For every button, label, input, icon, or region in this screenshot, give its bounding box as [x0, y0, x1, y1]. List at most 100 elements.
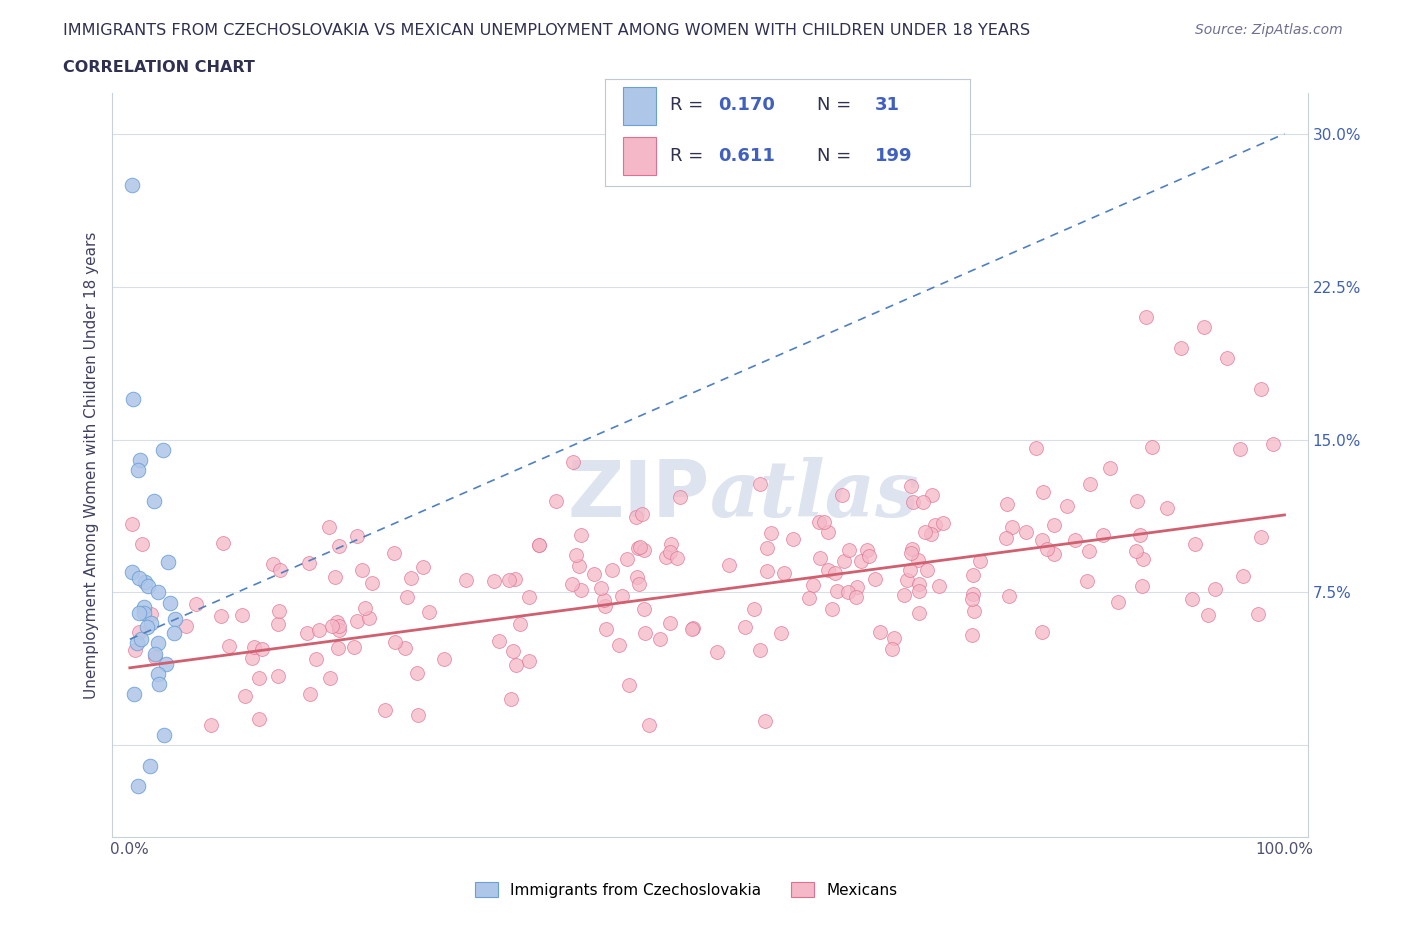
Point: [565, 548, 588, 563]
Point: [399, 570, 422, 585]
Point: [658, 616, 681, 631]
Point: [484, 573, 506, 588]
Point: [995, 531, 1018, 546]
Point: [529, 538, 551, 552]
Legend: Immigrants from Czechoslovakia, Mexicans: Immigrants from Czechoslovakia, Mexicans: [468, 875, 904, 904]
Point: [962, 568, 984, 583]
Point: [1126, 493, 1149, 508]
Text: R =: R =: [671, 96, 710, 114]
Point: [128, 605, 150, 620]
Point: [921, 487, 943, 502]
Text: ZIP: ZIP: [568, 457, 710, 533]
Point: [748, 643, 770, 658]
Point: [527, 538, 550, 552]
Point: [960, 591, 983, 606]
Point: [1031, 624, 1053, 639]
Point: [157, 554, 180, 569]
Point: [627, 577, 650, 591]
Point: [1036, 542, 1059, 557]
Point: [907, 605, 929, 620]
Point: [960, 627, 983, 642]
Point: [247, 671, 270, 685]
Point: [267, 617, 290, 631]
Point: [583, 566, 606, 581]
Point: [849, 553, 872, 568]
Point: [863, 572, 886, 587]
Point: [318, 520, 340, 535]
Point: [706, 644, 728, 659]
Point: [607, 637, 630, 652]
Point: [544, 494, 567, 509]
Point: [328, 622, 350, 637]
Point: [121, 565, 143, 579]
Point: [901, 495, 924, 510]
Point: [908, 577, 931, 591]
Point: [669, 489, 692, 504]
Point: [321, 618, 343, 633]
Point: [127, 636, 149, 651]
Point: [616, 551, 638, 566]
Point: [1135, 310, 1157, 325]
Point: [1107, 594, 1129, 609]
Point: [412, 560, 434, 575]
Point: [233, 688, 256, 703]
Point: [361, 575, 384, 590]
Point: [394, 641, 416, 656]
Point: [174, 618, 197, 633]
Text: N =: N =: [817, 147, 856, 165]
Point: [628, 540, 651, 555]
Point: [146, 585, 169, 600]
Point: [141, 616, 163, 631]
Point: [382, 546, 405, 561]
Point: [143, 650, 166, 665]
Point: [396, 590, 419, 604]
Point: [454, 573, 477, 588]
Point: [561, 454, 583, 469]
Point: [231, 607, 253, 622]
Point: [262, 557, 284, 572]
Point: [121, 516, 143, 531]
Point: [242, 651, 264, 666]
Point: [838, 542, 860, 557]
Point: [211, 608, 233, 623]
Point: [346, 528, 368, 543]
Text: CORRELATION CHART: CORRELATION CHART: [63, 60, 254, 75]
Point: [561, 577, 583, 591]
Point: [128, 571, 150, 586]
Text: 31: 31: [875, 96, 900, 114]
Point: [517, 653, 540, 668]
Point: [139, 758, 162, 773]
Point: [898, 563, 921, 578]
Point: [136, 619, 159, 634]
Point: [998, 589, 1021, 604]
Point: [1130, 579, 1153, 594]
Point: [1043, 518, 1066, 533]
Point: [505, 571, 527, 586]
Point: [924, 518, 946, 533]
Point: [568, 559, 591, 574]
Point: [211, 536, 233, 551]
Point: [326, 615, 349, 630]
Point: [1132, 551, 1154, 566]
Point: [633, 602, 655, 617]
Point: [883, 631, 905, 645]
Point: [908, 583, 931, 598]
Point: [519, 590, 541, 604]
Point: [163, 611, 186, 626]
Text: R =: R =: [671, 147, 716, 165]
Point: [267, 604, 290, 618]
Point: [136, 578, 159, 593]
Point: [900, 546, 922, 561]
Text: Source: ZipAtlas.com: Source: ZipAtlas.com: [1195, 23, 1343, 37]
Point: [808, 514, 831, 529]
Point: [1129, 527, 1152, 542]
Point: [1015, 525, 1038, 539]
Text: 0.170: 0.170: [718, 96, 775, 114]
Point: [1056, 498, 1078, 513]
Point: [834, 553, 856, 568]
Point: [756, 540, 779, 555]
Point: [681, 621, 703, 636]
Point: [1170, 340, 1192, 355]
Point: [1063, 532, 1085, 547]
Point: [633, 625, 655, 640]
